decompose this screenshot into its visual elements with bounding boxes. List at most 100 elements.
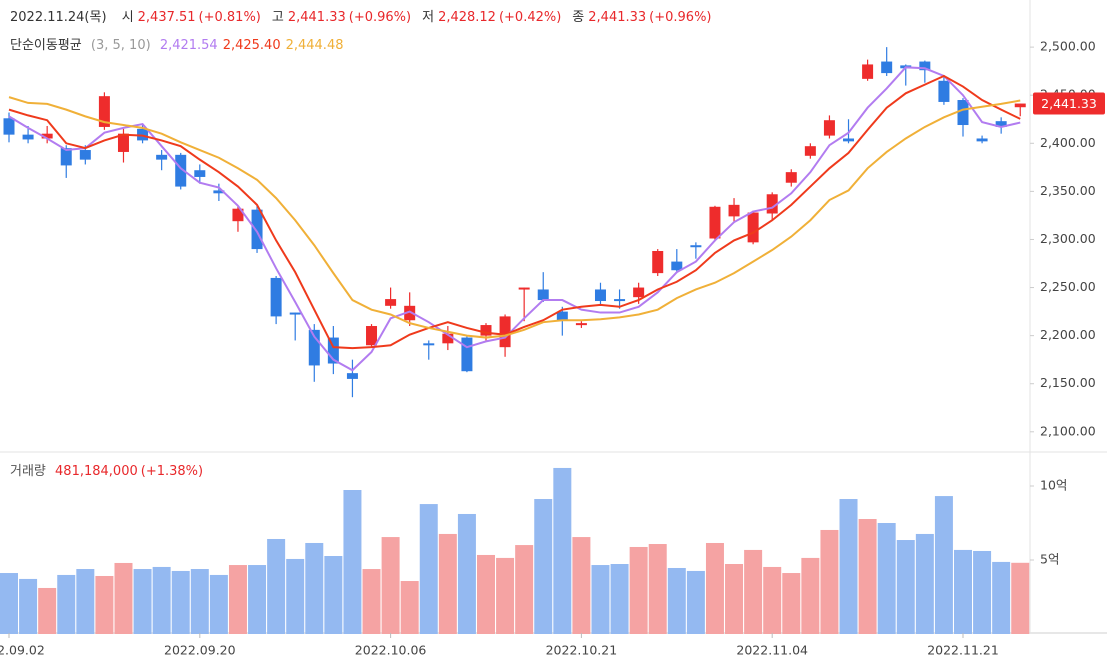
ohlc-label: 종: [572, 10, 585, 25]
volume-bar: [763, 566, 782, 634]
candle-body: [556, 311, 568, 321]
candle-body: [327, 337, 339, 364]
volume-bar: [248, 565, 267, 634]
volume-bar: [820, 529, 839, 634]
volume-bar: [705, 542, 724, 634]
ohlc-value: 2,437.51: [137, 10, 196, 25]
candle-body: [957, 100, 969, 126]
ohlc-header: 2022.11.24(목) 시 2,437.51 (+0.81%) 고 2,441.33…: [10, 6, 717, 25]
volume-bar: [934, 496, 953, 634]
candle-body: [499, 316, 511, 348]
ohlc-value: 2,428.12: [438, 10, 496, 25]
x-tick-label: 2022.09.02: [0, 643, 45, 658]
volume-bar: [114, 562, 133, 634]
candle-body: [843, 138, 855, 142]
ohlc-value: 2,441.33: [588, 10, 647, 25]
volume-bar: [496, 557, 515, 634]
candle-body: [995, 121, 1007, 127]
candle-body: [22, 134, 34, 140]
volume-bar: [400, 581, 419, 634]
volume-bar: [324, 556, 343, 634]
y-tick-label: 2,100.00: [1040, 423, 1096, 438]
volume-title: 거래량: [10, 464, 46, 479]
volume-bar: [438, 533, 457, 634]
y-tick-label: 2,400.00: [1040, 135, 1096, 150]
candle-body: [194, 170, 206, 177]
volume-bar: [877, 523, 896, 634]
candle-body: [461, 337, 473, 372]
candle-body: [251, 209, 263, 250]
y-tick-label: 2,300.00: [1040, 231, 1096, 246]
volume-bar: [305, 542, 324, 634]
candle-body: [366, 326, 378, 346]
candle-body: [575, 323, 587, 326]
y-tick-label: 2,350.00: [1040, 183, 1096, 198]
ma-value: 2,444.48: [285, 38, 344, 53]
candle-body: [41, 133, 53, 139]
candle-body: [594, 289, 606, 302]
volume-bar: [286, 558, 305, 634]
ohlc-label: 시: [121, 10, 134, 25]
volume-bar: [362, 569, 381, 634]
volume-bar: [1011, 562, 1030, 634]
volume-bar: [171, 570, 190, 634]
volume-bar: [610, 563, 629, 634]
candle-body: [862, 64, 874, 79]
ohlc-label: 고: [271, 10, 284, 25]
ma-line: [8, 66, 1021, 372]
candle-body: [404, 305, 416, 321]
y-tick-label: 2,500.00: [1040, 39, 1096, 54]
volume-bar: [381, 537, 400, 634]
y-tick-label: 2,200.00: [1040, 327, 1096, 342]
volume-bar: [343, 489, 362, 634]
candle-body: [346, 373, 358, 379]
ma-legend: 단순이동평균 (3, 5, 10) 2,421.54 2,425.40 2,444.…: [10, 34, 348, 53]
volume-bar: [76, 569, 95, 634]
ohlc-change: (+0.42%): [498, 10, 562, 25]
y-tick-label: 10억: [1040, 478, 1067, 493]
candle-body: [270, 277, 282, 317]
volume-bar: [190, 569, 209, 634]
candle-body: [976, 138, 988, 142]
candle-body: [690, 245, 702, 248]
legend-title: 단순이동평균: [10, 38, 82, 53]
volume-bar: [572, 537, 591, 634]
candle-body: [518, 287, 530, 290]
volume-bar: [744, 549, 763, 634]
candle-body: [79, 150, 91, 160]
volume-bar: [133, 569, 152, 634]
volume-bar: [419, 504, 438, 634]
candle-body: [232, 208, 244, 222]
candle-body: [881, 61, 893, 74]
volume-bar: [915, 533, 934, 634]
x-tick-label: 2022.11.21: [927, 643, 999, 658]
ohlc-change: (+0.96%): [348, 10, 412, 25]
candle-body: [289, 312, 301, 315]
candle-body: [537, 289, 549, 301]
candle-body: [308, 329, 320, 366]
volume-bar: [973, 550, 992, 634]
volume-bar: [57, 574, 76, 634]
volume-bar: [591, 565, 610, 634]
candle-body: [442, 333, 454, 344]
volume-bar: [725, 563, 744, 634]
candle-body: [98, 96, 110, 127]
candle-body: [633, 287, 645, 298]
candle-body: [785, 172, 797, 183]
candle-body: [1014, 103, 1026, 108]
volume-bar: [0, 573, 18, 634]
volume-bar: [19, 578, 38, 634]
y-tick-label: 5억: [1040, 552, 1059, 567]
candle-body: [823, 120, 835, 136]
x-tick-label: 2022.11.04: [736, 643, 808, 658]
candle-body: [671, 261, 683, 271]
volume-bar: [648, 544, 667, 634]
volume-bar: [477, 554, 495, 634]
volume-bar: [209, 574, 228, 634]
candle-body: [60, 148, 72, 166]
candle-body: [728, 204, 740, 217]
candle-body: [652, 251, 664, 274]
ma-value: 2,421.54: [159, 38, 218, 53]
